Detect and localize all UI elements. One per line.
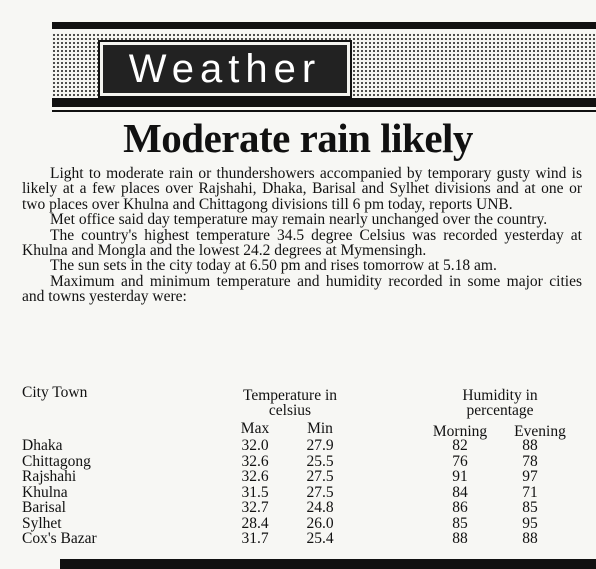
section-title: Weather [98,40,352,98]
column-header: Morning [432,423,488,440]
table-cell: 32.7 [241,499,269,516]
city-name: Khulna [22,483,68,501]
column-header: Min [307,420,333,437]
paragraph: The country's highest temperature 34.5 d… [22,226,582,260]
table-cell: 88 [522,530,538,547]
table-cell: 76 [452,452,468,470]
table-cell: 85 [522,499,538,516]
table-cell: 31.7 [241,530,269,547]
city-name: Barisal [22,499,66,516]
paragraph: Met office said day temperature may rema… [50,211,548,229]
rule [52,22,596,29]
table-cell: 84 [452,483,468,501]
table-cell: 71 [522,483,538,501]
table-cell: 24.8 [306,499,334,516]
paragraph: Light to moderate rain or thundershowers… [22,165,582,213]
column-header: Humidity in percentage [462,387,538,420]
table-cell: 85 [452,514,468,532]
column-header: Evening [514,423,566,440]
rule [52,98,596,107]
table-cell: 26.0 [306,514,334,532]
table-cell: 91 [452,468,468,485]
table-cell: 78 [522,452,538,470]
paragraph: Maximum and minimum temperature and humi… [22,272,582,306]
city-name: Sylhet [22,514,62,532]
rule [60,559,596,569]
table-cell: 28.4 [241,514,269,532]
table-cell: 27.9 [306,437,334,454]
column-header: Temperature in celsius [242,387,338,420]
table-cell: 27.5 [306,483,334,501]
table-cell: 32.6 [241,452,269,470]
table-cell: 95 [522,514,538,532]
rule [52,110,596,112]
table-cell: 31.5 [241,483,269,501]
table-cell: 25.5 [306,452,334,470]
city-name: Rajshahi [22,468,77,485]
table-cell: 97 [522,468,538,485]
table-cell: 88 [452,530,468,547]
headline: Moderate rain likely [123,115,473,161]
table-cell: 27.5 [306,468,334,485]
article-body: Light to moderate rain or thundershowers… [22,166,582,305]
city-name: Chittagong [22,452,91,470]
table-cell: 86 [452,499,468,516]
paragraph: The sun sets in the city today at 6.50 p… [50,257,497,275]
table-cell: 88 [522,437,538,454]
city-name: Cox's Bazar [22,530,97,547]
column-header: Max [240,420,270,437]
table-cell: 32.6 [241,468,269,485]
table-cell: 25.4 [306,530,334,547]
table-cell: 82 [452,437,468,454]
city-name: Dhaka [22,437,63,454]
table-cell: 32.0 [241,437,269,454]
column-header: City Town [22,384,88,401]
